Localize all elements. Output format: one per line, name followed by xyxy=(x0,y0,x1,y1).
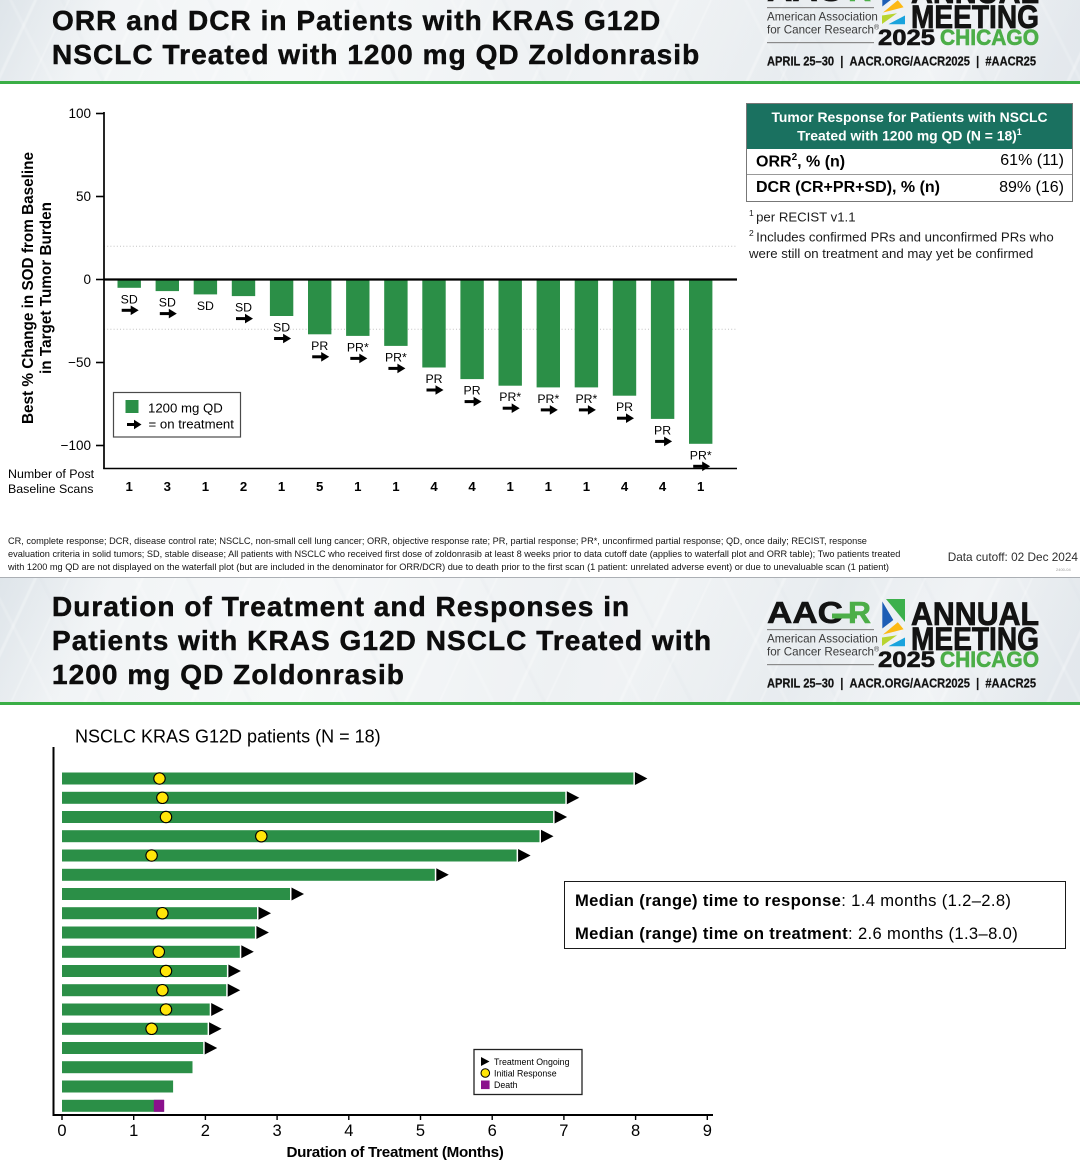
svg-text:for Cancer Research®: for Cancer Research® xyxy=(767,24,880,37)
svg-text:1: 1 xyxy=(354,479,361,494)
svg-text:PR*: PR* xyxy=(499,390,521,404)
svg-text:3: 3 xyxy=(273,1122,282,1140)
svg-text:5: 5 xyxy=(316,479,323,494)
svg-text:Best % Change in SOD from Base: Best % Change in SOD from Baseline xyxy=(20,152,37,424)
svg-text:50: 50 xyxy=(76,189,91,204)
svg-text:PR*: PR* xyxy=(385,350,407,364)
svg-text:−50: −50 xyxy=(68,355,91,370)
svg-text:CHICAGO: CHICAGO xyxy=(940,647,1039,672)
svg-text:0: 0 xyxy=(57,1122,66,1140)
svg-text:4: 4 xyxy=(430,479,438,494)
svg-text:American Association: American Association xyxy=(767,11,878,24)
svg-text:American Association: American Association xyxy=(767,633,878,646)
svg-text:AAC: AAC xyxy=(767,598,843,630)
svg-text:PR*: PR* xyxy=(347,340,369,354)
svg-text:SD: SD xyxy=(197,299,214,313)
svg-text:SD: SD xyxy=(235,301,252,315)
svg-text:3: 3 xyxy=(164,479,171,494)
svg-text:ANNUAL: ANNUAL xyxy=(911,0,1039,10)
svg-text:PR*: PR* xyxy=(575,392,597,406)
svg-text:1: 1 xyxy=(202,479,209,494)
svg-text:5: 5 xyxy=(416,1122,425,1140)
svg-text:1: 1 xyxy=(129,1122,138,1140)
svg-text:4: 4 xyxy=(659,479,667,494)
svg-text:APRIL 25–30 | AACR.ORG/AACR2: APRIL 25–30 | AACR.ORG/AACR2025 | #AACR2… xyxy=(767,54,1036,69)
svg-text:1200 mg QD: 1200 mg QD xyxy=(148,401,223,416)
svg-text:−100: −100 xyxy=(61,438,91,453)
svg-text:in Target Tumor Burden: in Target Tumor Burden xyxy=(38,202,55,374)
svg-text:PR*: PR* xyxy=(537,392,559,406)
svg-text:2025: 2025 xyxy=(878,647,935,672)
svg-text:R: R xyxy=(848,0,871,8)
svg-text:AAC: AAC xyxy=(767,0,843,8)
svg-text:= on treatment: = on treatment xyxy=(149,417,235,432)
svg-text:PR*: PR* xyxy=(690,448,712,462)
svg-text:9: 9 xyxy=(703,1122,712,1140)
svg-text:APRIL 25–30 | AACR.ORG/AACR2: APRIL 25–30 | AACR.ORG/AACR2025 | #AACR2… xyxy=(767,676,1036,691)
svg-text:1: 1 xyxy=(278,479,285,494)
svg-text:SD: SD xyxy=(159,296,176,310)
svg-text:1: 1 xyxy=(583,479,590,494)
svg-text:1: 1 xyxy=(697,479,704,494)
svg-text:1: 1 xyxy=(507,479,514,494)
svg-text:Baseline Scans: Baseline Scans xyxy=(8,482,93,496)
svg-text:100: 100 xyxy=(68,106,91,121)
svg-text:ANNUAL: ANNUAL xyxy=(911,598,1039,632)
svg-text:2025: 2025 xyxy=(878,25,935,50)
svg-text:PR: PR xyxy=(425,372,442,386)
svg-text:PR: PR xyxy=(616,400,633,414)
svg-text:Death: Death xyxy=(494,1080,518,1090)
svg-text:4: 4 xyxy=(621,479,629,494)
svg-text:4: 4 xyxy=(344,1122,353,1140)
svg-text:1: 1 xyxy=(545,479,552,494)
svg-text:Treatment Ongoing: Treatment Ongoing xyxy=(494,1057,570,1067)
svg-text:NSCLC KRAS G12D patients (N =: NSCLC KRAS G12D patients (N = 18) xyxy=(75,727,381,747)
svg-text:SD: SD xyxy=(273,321,290,335)
svg-text:MEETING: MEETING xyxy=(911,621,1039,657)
svg-text:2: 2 xyxy=(201,1122,210,1140)
svg-text:for Cancer Research®: for Cancer Research® xyxy=(767,646,880,659)
svg-text:1: 1 xyxy=(392,479,399,494)
svg-text:SD: SD xyxy=(121,292,138,306)
svg-text:2: 2 xyxy=(240,479,247,494)
svg-text:PR: PR xyxy=(464,384,481,398)
svg-text:7: 7 xyxy=(559,1122,568,1140)
svg-text:1: 1 xyxy=(126,479,133,494)
svg-text:R: R xyxy=(848,598,871,630)
svg-text:6: 6 xyxy=(488,1122,497,1140)
svg-text:4: 4 xyxy=(468,479,476,494)
svg-text:PR: PR xyxy=(654,423,671,437)
svg-text:PR: PR xyxy=(311,339,328,353)
svg-text:Initial Response: Initial Response xyxy=(494,1069,557,1079)
svg-text:0: 0 xyxy=(83,272,91,287)
svg-text:CHICAGO: CHICAGO xyxy=(940,25,1039,50)
svg-text:Duration of Treatment (Months): Duration of Treatment (Months) xyxy=(286,1144,503,1161)
svg-text:Number of Post: Number of Post xyxy=(8,467,95,481)
svg-text:8: 8 xyxy=(631,1122,640,1140)
svg-text:MEETING: MEETING xyxy=(911,0,1039,35)
